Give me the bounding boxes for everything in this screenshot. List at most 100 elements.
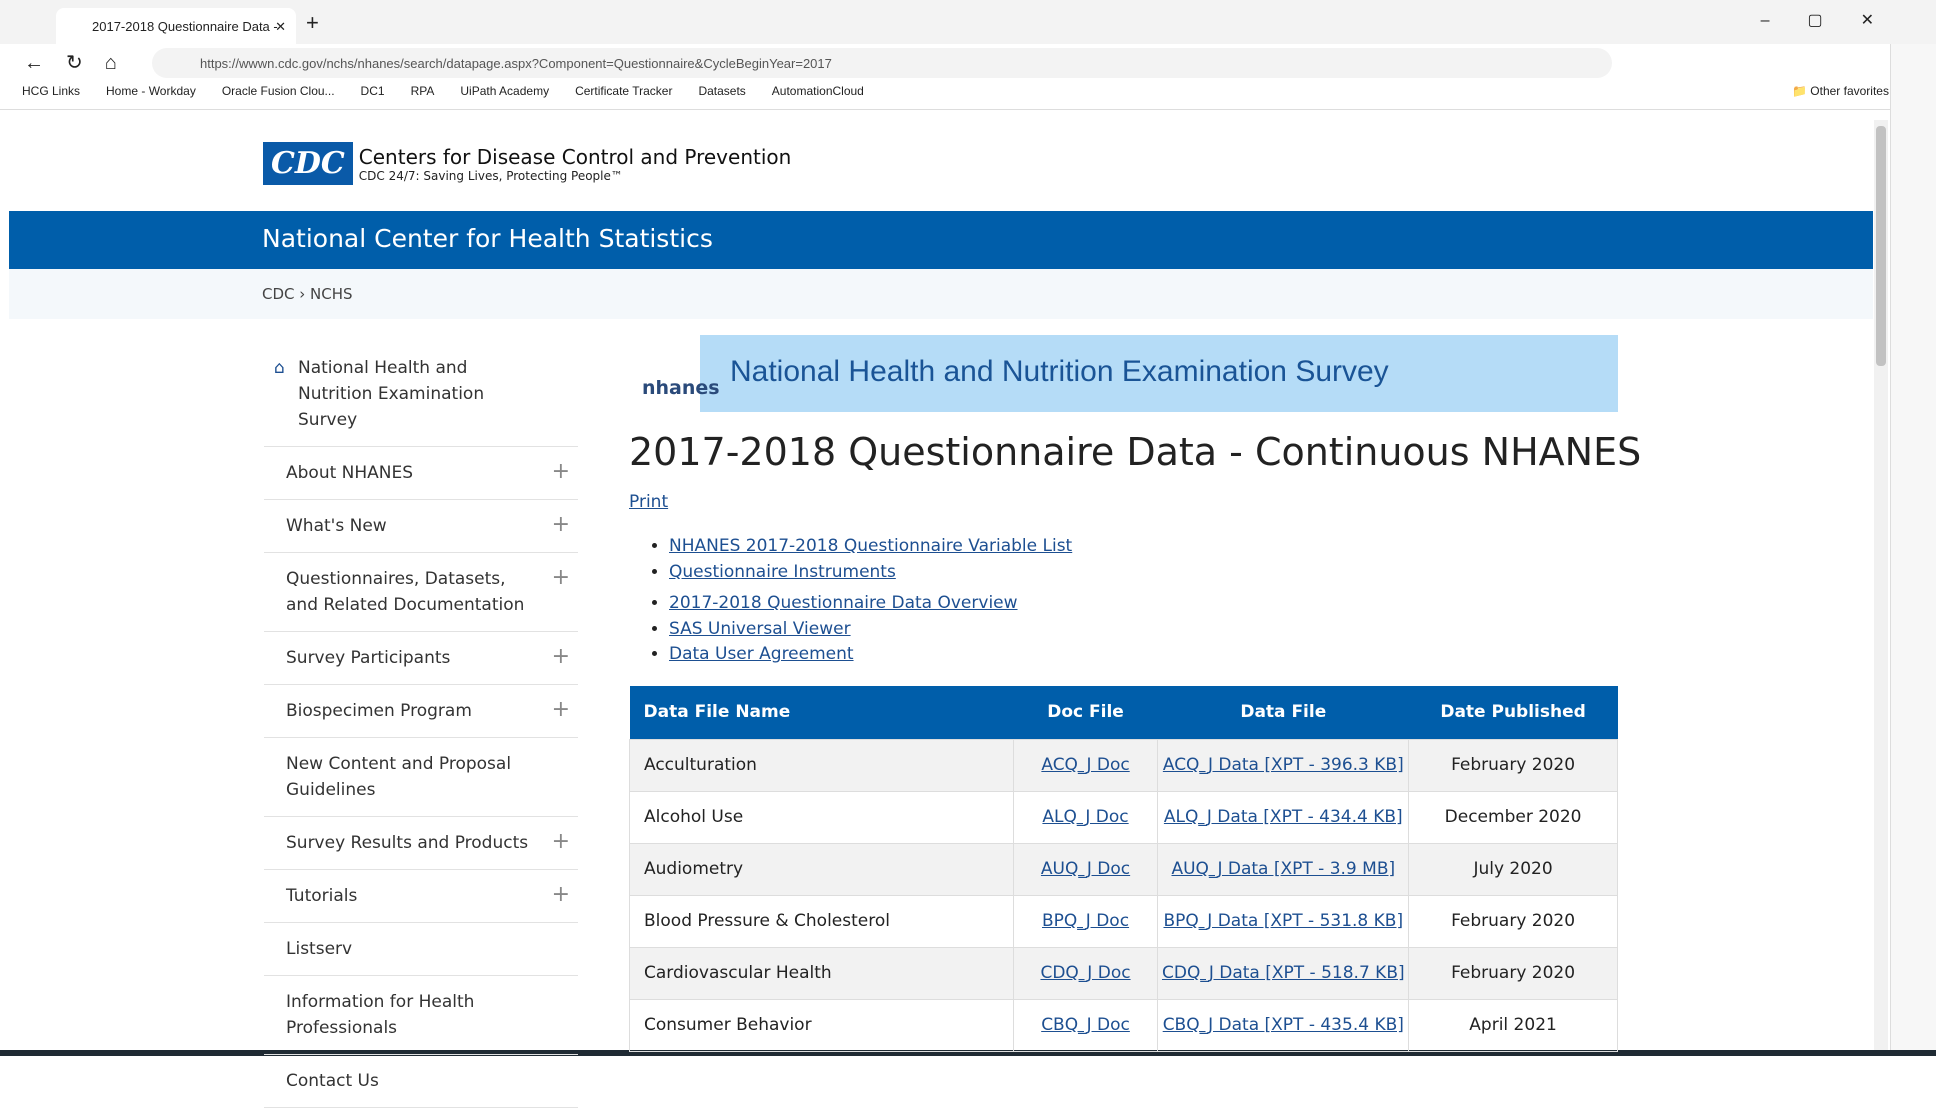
toolbar: ←↻⌂ https://wwwn.cdc.gov/nchs/nhanes/sea… (0, 44, 1936, 110)
file-link[interactable]: ALQ_J Doc (1042, 807, 1129, 827)
link-list: 2017-2018 Questionnaire Data Overview SAS… (629, 591, 1072, 668)
table-cell: CBQ_J Doc (1012, 998, 1159, 1052)
expand-icon[interactable]: + (551, 697, 570, 722)
cell-text: Acculturation (644, 755, 757, 775)
table-row: Cardiovascular Health CDQ_J Doc CDQ_J Data… (629, 946, 1618, 1000)
cell-text: February 2020 (1451, 963, 1576, 983)
table-cell: December 2020 (1408, 790, 1618, 844)
table-cell: Consumer Behavior (629, 998, 1014, 1052)
file-link[interactable]: AUQ_J Data [XPT - 3.9 MB] (1171, 859, 1396, 879)
nav-item[interactable]: Contact Us (264, 1055, 578, 1108)
table-cell: ALQ_J Data [XPT - 434.4 KB] (1157, 790, 1410, 844)
nav-item[interactable]: Survey Participants + (264, 632, 578, 685)
expand-icon[interactable]: + (551, 829, 570, 854)
print-link[interactable]: Print (629, 492, 669, 512)
link[interactable]: SAS Universal Viewer (669, 618, 851, 639)
cell-text: Audiometry (644, 859, 744, 879)
list-item: Data User Agreement (669, 642, 1072, 668)
expand-icon[interactable]: + (551, 459, 570, 484)
table-row: Acculturation ACQ_J Doc ACQ_J Data [XPT - … (629, 738, 1618, 792)
nav-label: Contact Us (286, 1071, 379, 1091)
file-link[interactable]: CBQ_J Doc (1041, 1015, 1130, 1035)
link[interactable]: 2017-2018 Questionnaire Data Overview (669, 593, 1018, 613)
other-favorites[interactable]: 📁 Other favorites (1792, 84, 1889, 98)
table-cell: CDQ_J Doc (1012, 946, 1159, 1000)
tab-bar: 2017-2018 Questionnaire Data - ✕ + –▢✕ (0, 0, 1936, 44)
file-link[interactable]: BPQ_J Doc (1042, 911, 1130, 931)
scrollbar (1874, 120, 1888, 1050)
expand-icon[interactable]: + (551, 512, 570, 537)
link-list: NHANES 2017-2018 Questionnaire Variable … (629, 534, 1072, 585)
address-bar[interactable]: https://wwwn.cdc.gov/nchs/nhanes/search/… (152, 48, 1612, 78)
window-controls[interactable]: –▢✕ (1760, 12, 1912, 29)
nav-item[interactable]: About NHANES + (264, 447, 578, 500)
table-cell: AUQ_J Doc (1012, 842, 1159, 896)
list-item: 2017-2018 Questionnaire Data Overview (669, 591, 1072, 617)
bookmarks: HCG Links Home - Workday Oracle Fusion Clo… (22, 84, 864, 98)
nav-label: Tutorials (286, 886, 358, 906)
nav-label: Listserv (286, 939, 353, 959)
bookmark[interactable]: Oracle Fusion Clou... (221, 84, 335, 98)
cell-text: Cardiovascular Health (644, 963, 832, 983)
crumb[interactable]: CDC (262, 285, 295, 303)
nav-buttons[interactable]: ←↻⌂ (24, 52, 139, 74)
table-row: Blood Pressure & Cholesterol BPQ_J Doc BPQ… (629, 894, 1618, 948)
nav-item[interactable]: What's New + (264, 500, 578, 553)
bookmark[interactable]: AutomationCloud (771, 84, 864, 98)
page: 2017-2018 Questionnaire Data - ✕ + –▢✕ ←↻… (0, 0, 1936, 1056)
center-title: National Center for Health Statistics (262, 224, 713, 253)
table-row: Alcohol Use ALQ_J Doc ALQ_J Data [XPT - 43… (629, 790, 1618, 844)
table-cell: CDQ_J Data [XPT - 518.7 KB] (1157, 946, 1410, 1000)
bookmark[interactable]: Home - Workday (106, 84, 196, 98)
file-link[interactable]: BPQ_J Data [XPT - 531.8 KB] (1163, 911, 1404, 931)
side-nav: ⌂ National Health and Nutrition Examinati… (264, 342, 578, 1108)
bookmark[interactable]: RPA (410, 84, 435, 98)
table-cell: ACQ_J Doc (1012, 738, 1159, 792)
bookmark[interactable]: DC1 (360, 84, 385, 98)
heading: 2017-2018 Questionnaire Data - Continuou… (629, 430, 1642, 474)
expand-icon[interactable]: + (551, 882, 570, 907)
file-link[interactable]: ACQ_J Doc (1041, 755, 1130, 775)
cdc-logo: CDC (263, 142, 353, 185)
nav-label: Survey Results and Products (286, 833, 529, 853)
table-cell: February 2020 (1408, 894, 1618, 948)
nav-item[interactable]: Tutorials + (264, 870, 578, 923)
file-link[interactable]: ALQ_J Data [XPT - 434.4 KB] (1163, 807, 1403, 827)
crumb[interactable]: NCHS (310, 285, 353, 303)
nav-label: About NHANES (286, 463, 414, 483)
file-link[interactable]: CDQ_J Doc (1040, 963, 1131, 983)
table-cell: Audiometry (629, 842, 1014, 896)
column-header: Doc File (1013, 686, 1158, 739)
list-item: SAS Universal Viewer (669, 617, 1072, 643)
sidebar (1890, 44, 1936, 1054)
nav-item[interactable]: Information for Health Professionals (264, 976, 578, 1055)
bookmark[interactable]: Certificate Tracker (575, 84, 673, 98)
expand-icon[interactable]: + (551, 644, 570, 669)
table-cell: Acculturation (629, 738, 1014, 792)
file-link[interactable]: ACQ_J Data [XPT - 396.3 KB] (1162, 755, 1404, 775)
nav-label: National Health and Nutrition Examinatio… (298, 358, 485, 430)
file-link[interactable]: CDQ_J Data [XPT - 518.7 KB] (1161, 963, 1405, 983)
nav-item[interactable]: Biospecimen Program + (264, 685, 578, 738)
bookmark[interactable]: Datasets (698, 84, 746, 98)
table-cell: ACQ_J Data [XPT - 396.3 KB] (1157, 738, 1410, 792)
file-link[interactable]: CBQ_J Data [XPT - 435.4 KB] (1162, 1015, 1404, 1035)
file-link[interactable]: AUQ_J Doc (1040, 859, 1131, 879)
cell-text: December 2020 (1444, 807, 1582, 827)
nav-item[interactable]: Survey Results and Products + (264, 817, 578, 870)
nav-item[interactable]: Questionnaires, Datasets, and Related Do… (264, 553, 578, 632)
cell-text: April 2021 (1469, 1015, 1557, 1035)
nav-item[interactable]: ⌂ National Health and Nutrition Examinati… (264, 342, 578, 447)
bookmark[interactable]: UiPath Academy (460, 84, 550, 98)
table-cell: July 2020 (1408, 842, 1618, 896)
link[interactable]: NHANES 2017-2018 Questionnaire Variable … (669, 536, 1073, 556)
link[interactable]: Questionnaire Instruments (669, 561, 896, 582)
new-tab[interactable]: + (306, 10, 319, 35)
nav-item[interactable]: New Content and Proposal Guidelines (264, 738, 578, 817)
bookmark[interactable]: HCG Links (22, 84, 81, 98)
link[interactable]: Data User Agreement (669, 644, 854, 664)
tab[interactable]: 2017-2018 Questionnaire Data - ✕ (56, 8, 296, 44)
expand-icon[interactable]: + (551, 565, 570, 590)
nav-item[interactable]: Listserv (264, 923, 578, 976)
nav-label: What's New (286, 516, 387, 536)
